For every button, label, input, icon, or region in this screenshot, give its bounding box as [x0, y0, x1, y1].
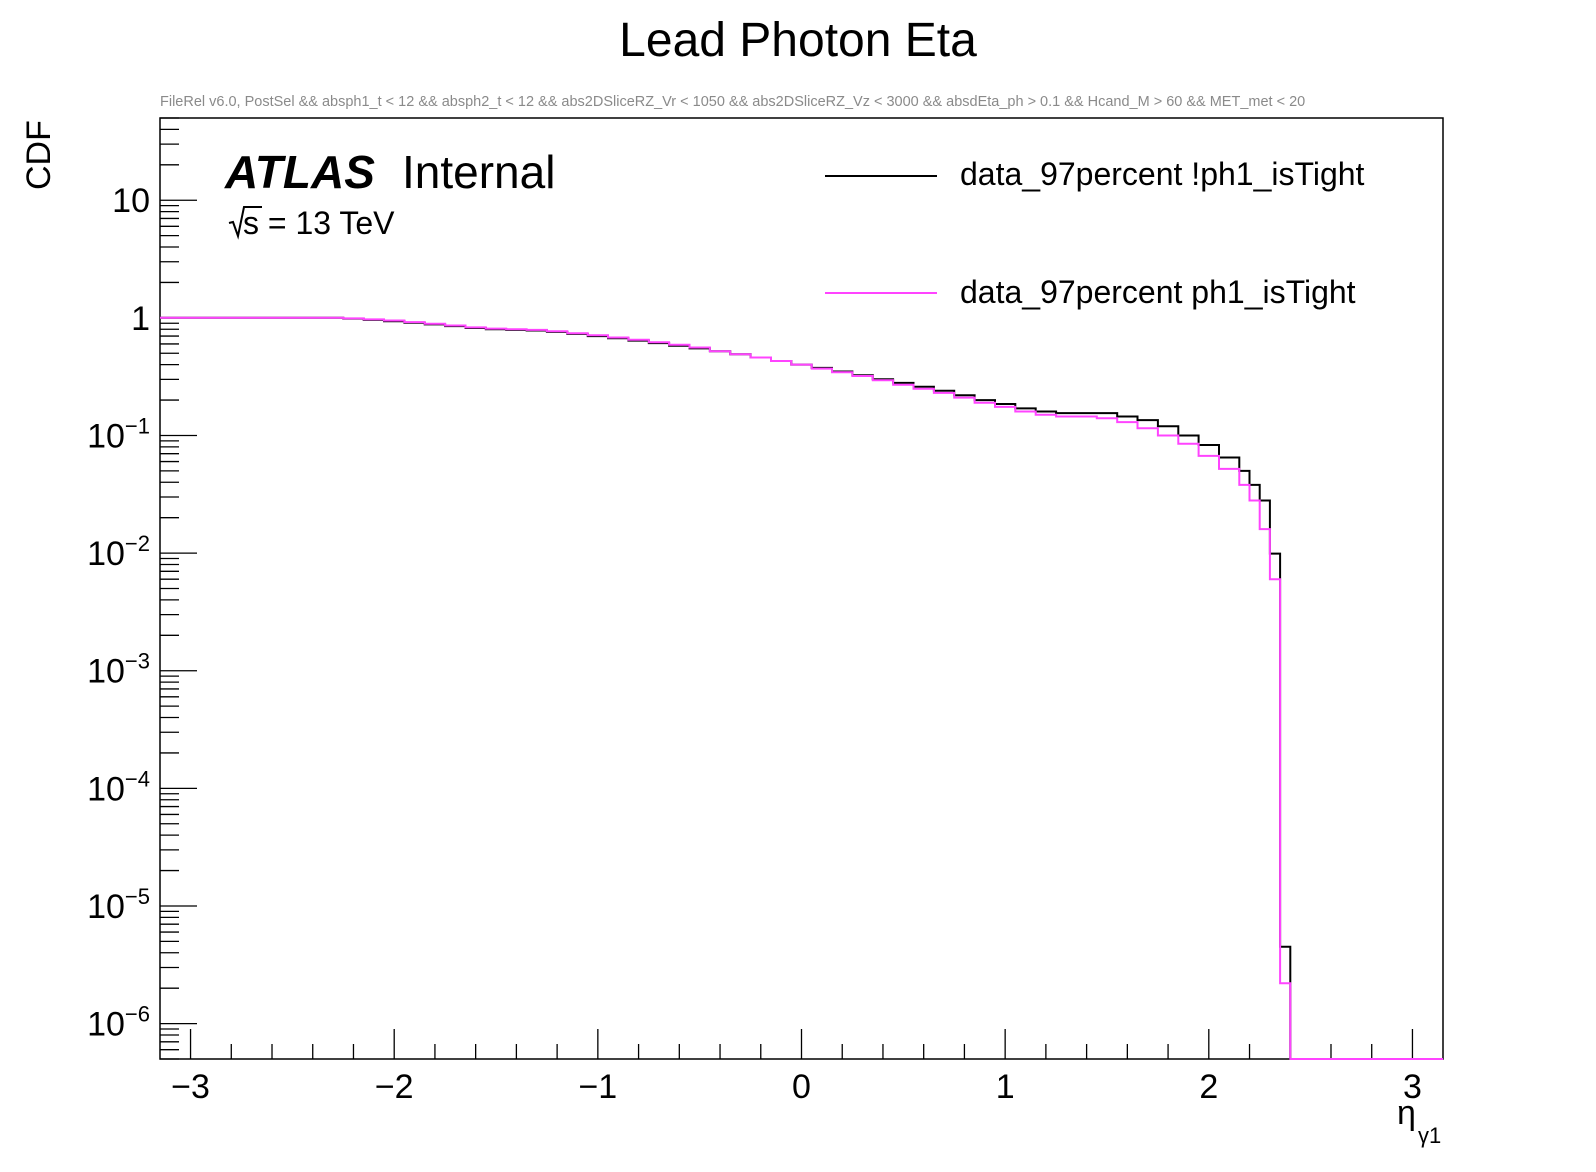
series-lines [160, 316, 1443, 1060]
x-tick-label: 0 [792, 1068, 811, 1106]
legend-label-series-1: data_97percent !ph1_isTight [960, 156, 1365, 192]
y-tick-label: 10−5 [87, 884, 150, 926]
x-axis-title: η γ1 [1397, 1094, 1441, 1148]
y-tick-label: 1 [131, 300, 150, 338]
y-axis-title: CDF [20, 120, 58, 190]
x-tick-label: 2 [1199, 1068, 1218, 1106]
x-tick-label: 3 [1403, 1068, 1422, 1106]
x-axis-title-symbol: η [1397, 1094, 1416, 1132]
sqrt-icon [228, 206, 262, 240]
x-tick-label: 1 [996, 1068, 1015, 1106]
x-axis-title-subscript: γ1 [1418, 1123, 1441, 1148]
chart-subtitle: FileRel v6.0, PostSel && absph1_t < 12 &… [160, 94, 1305, 110]
tick-labels: −3 −2 −1 0 1 2 3 10 1 10−1 10−2 10−3 10−4 10−5 10−6 [87, 182, 1422, 1106]
x-tick-label: −2 [375, 1068, 414, 1106]
y-tick-label: 10 [112, 182, 150, 220]
legend-label-series-2: data_97percent ph1_isTight [960, 274, 1356, 310]
atlas-label: ATLAS Internal s = 13 TeV [224, 146, 555, 241]
y-tick-label: 10−6 [87, 1002, 150, 1044]
x-tick-label: −1 [578, 1068, 617, 1106]
axis-ticks [160, 117, 1414, 1060]
y-tick-label: 10−1 [87, 413, 150, 455]
y-tick-label: 10−2 [87, 531, 150, 573]
energy-label: s = 13 TeV [243, 205, 395, 241]
atlas-experiment-label: ATLAS [224, 146, 375, 198]
y-tick-label: 10−4 [87, 766, 150, 808]
series-2-line [160, 316, 1443, 1060]
x-tick-label: −3 [171, 1068, 210, 1106]
y-tick-label: 10−3 [87, 649, 150, 691]
atlas-status-label: Internal [402, 146, 555, 198]
legend: data_97percent !ph1_isTight data_97perce… [825, 156, 1365, 310]
chart-title: Lead Photon Eta [619, 14, 977, 67]
